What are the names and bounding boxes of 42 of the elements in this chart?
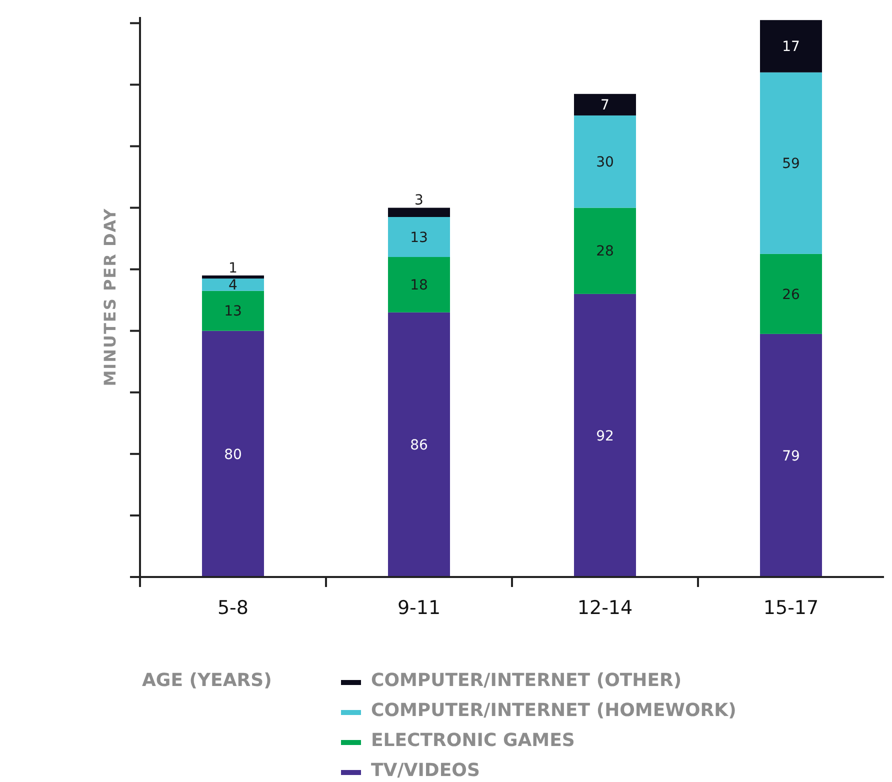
bar	[760, 334, 822, 577]
legend-label: ELECTRONIC GAMES	[371, 730, 575, 751]
legend-label: TV/VIDEOS	[371, 760, 480, 781]
data-label: 28	[596, 244, 614, 260]
data-label: 30	[596, 154, 614, 171]
x-tick-label: 5-8	[217, 597, 249, 619]
bar	[388, 312, 450, 577]
x-tick-label: 12-14	[577, 597, 633, 619]
bar	[574, 115, 636, 208]
data-label: 17	[782, 39, 800, 56]
data-label: 26	[782, 286, 800, 303]
legend-label: COMPUTER/INTERNET (OTHER)	[371, 670, 682, 691]
data-label: 7	[600, 98, 610, 114]
bar	[202, 275, 264, 279]
data-label: 92	[596, 428, 614, 444]
x-tick-label: 9-11	[397, 597, 441, 619]
bar	[202, 290, 264, 331]
x-tick-label: 15-17	[763, 597, 819, 619]
legend-label: COMPUTER/INTERNET (HOMEWORK)	[371, 700, 736, 721]
data-label: 18	[410, 278, 428, 294]
data-label: 79	[782, 448, 800, 464]
data-label: 3	[414, 192, 424, 209]
bar	[574, 208, 636, 294]
data-label: 13	[224, 304, 242, 320]
data-label: 4	[228, 278, 238, 294]
data-label: 86	[410, 438, 428, 454]
data-label: 1	[228, 260, 238, 276]
bar	[202, 278, 264, 291]
data-label: 13	[410, 230, 428, 246]
y-axis-title: MINUTES PER DAY	[100, 208, 120, 386]
bar	[388, 217, 450, 257]
bar	[388, 208, 450, 217]
bar	[202, 330, 264, 577]
x-axis-title: AGE (YEARS)	[142, 670, 272, 691]
bar	[760, 20, 822, 72]
bar	[760, 72, 822, 254]
bar	[760, 254, 822, 334]
bar	[388, 257, 450, 312]
data-label: 80	[224, 446, 242, 463]
bar	[574, 94, 636, 116]
bar	[574, 294, 636, 577]
data-label: 59	[782, 156, 800, 172]
